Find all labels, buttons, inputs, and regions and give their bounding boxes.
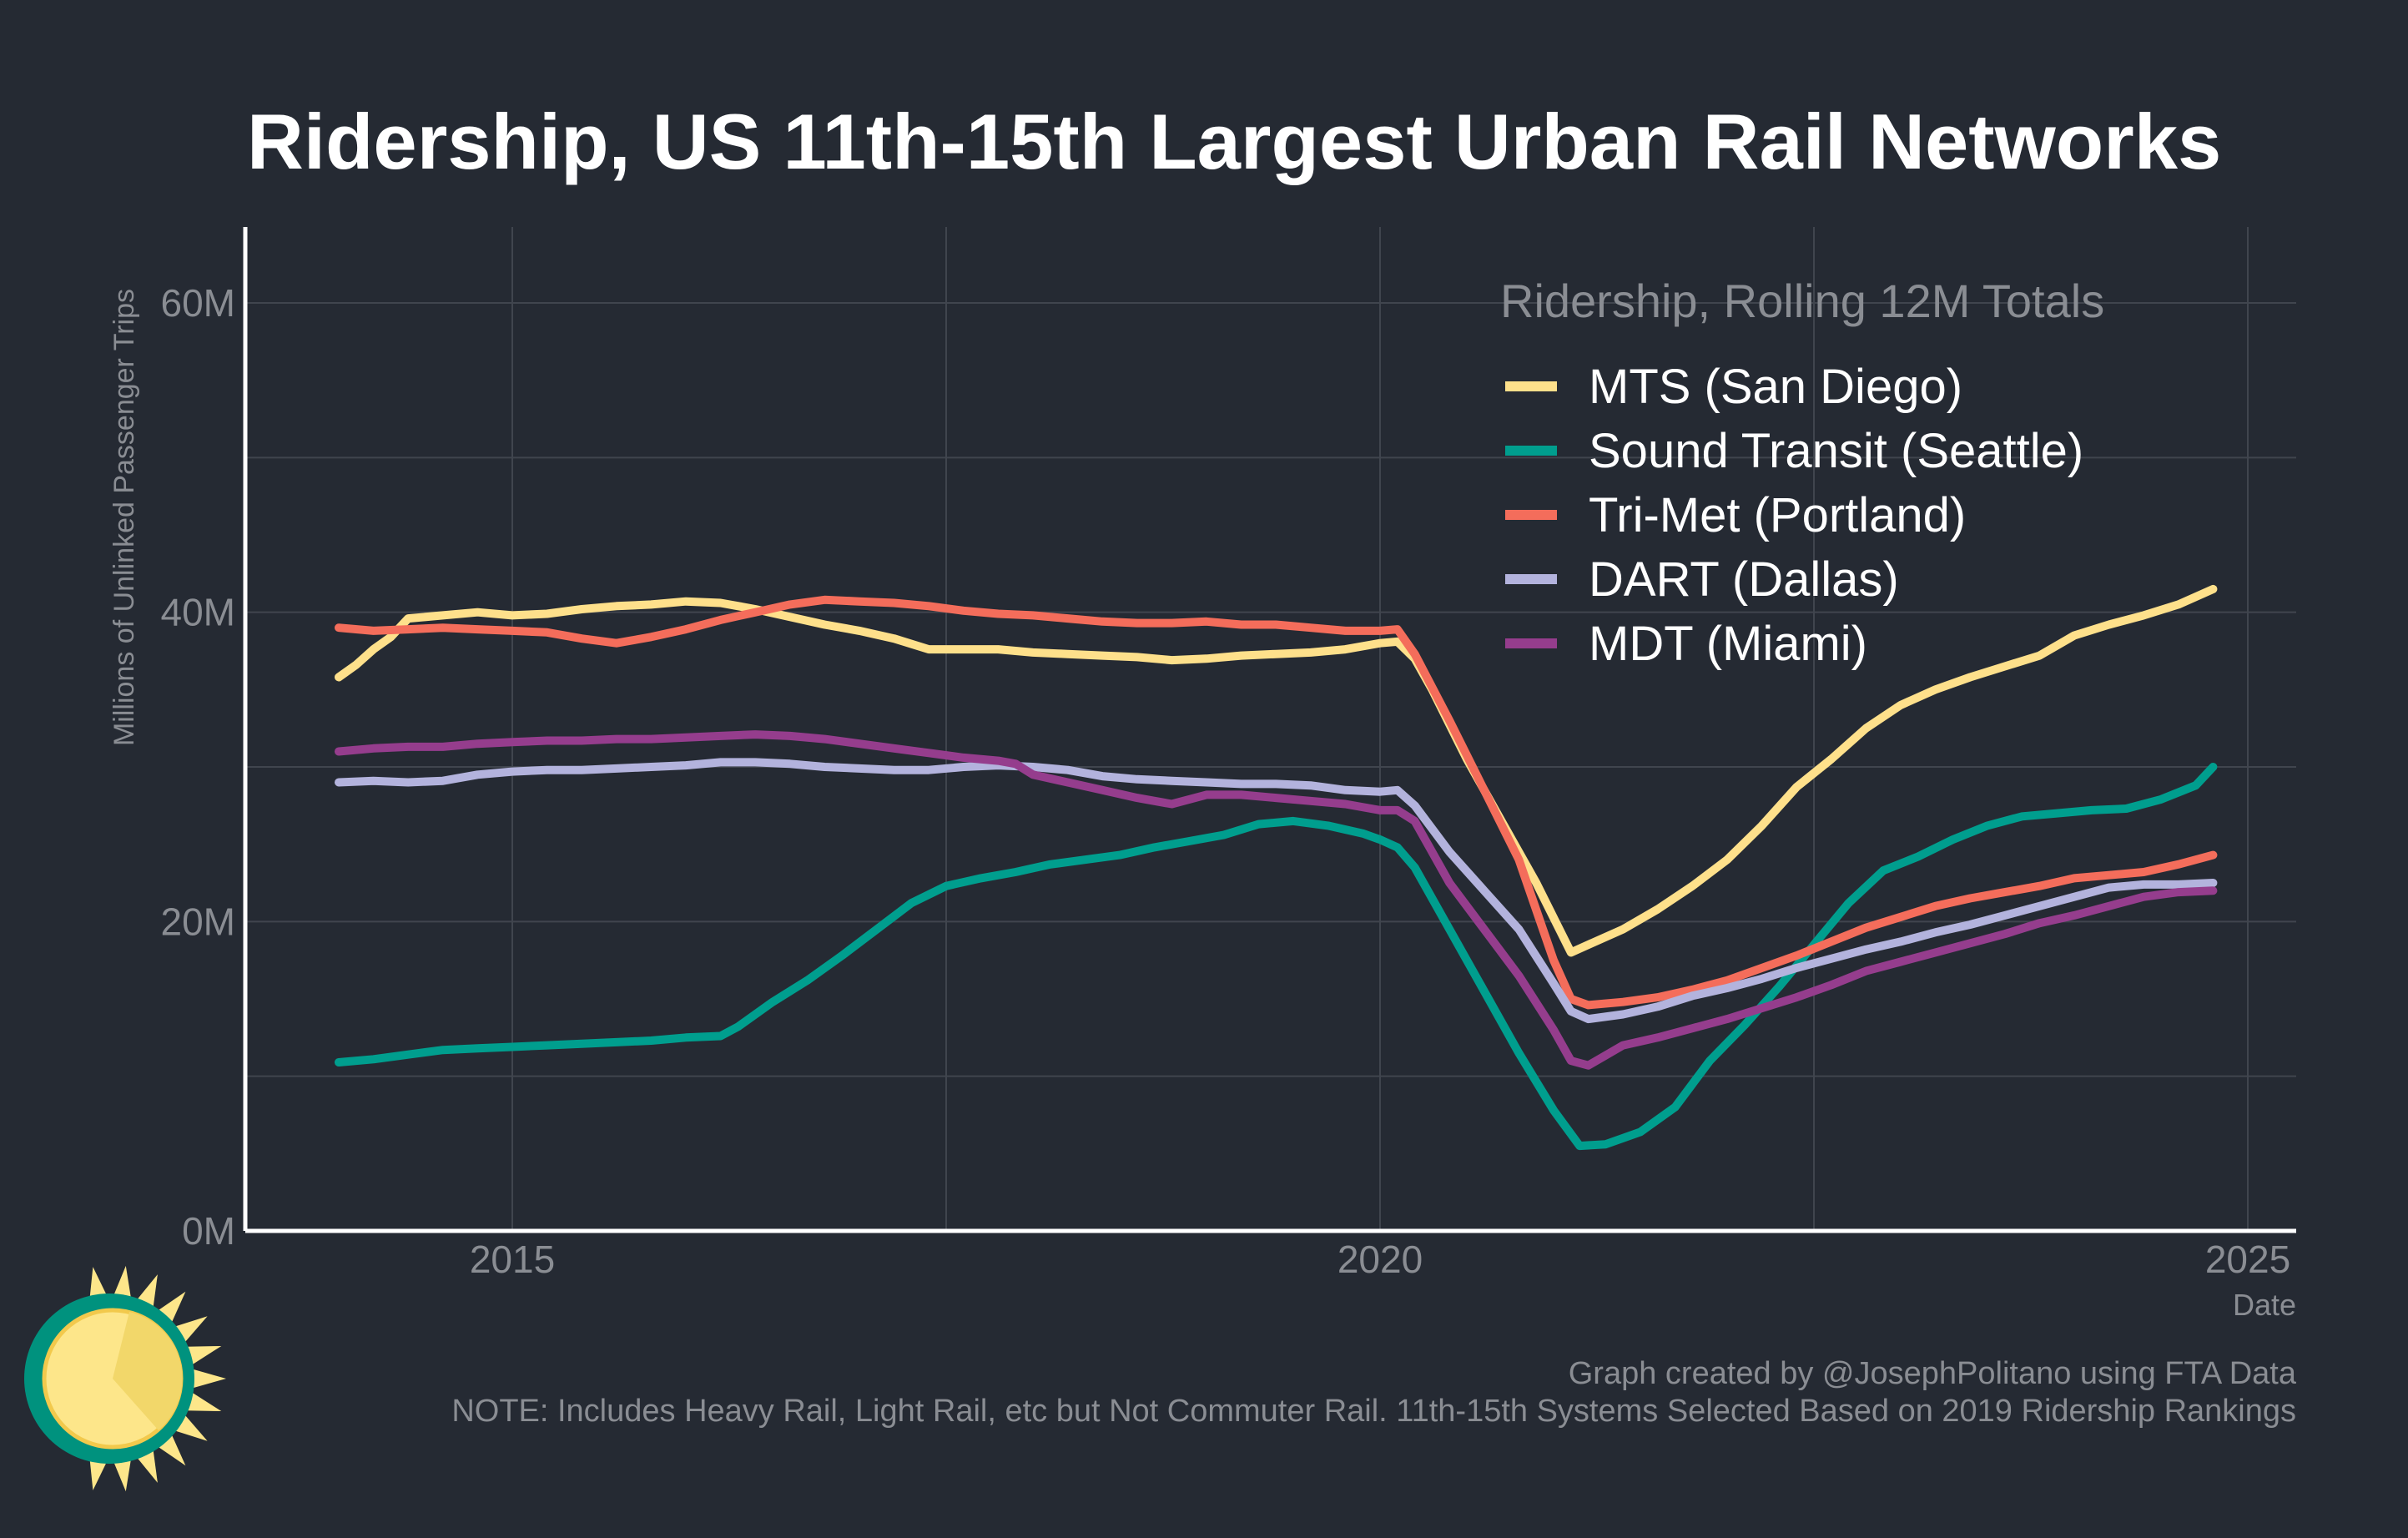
series-line-1 xyxy=(335,763,2218,1151)
grid-lines xyxy=(245,227,2296,1232)
legend-label: DART (Dallas) xyxy=(1589,552,1899,607)
sun-ray xyxy=(186,1346,222,1365)
tick-labels: 0M 20M 40M 60M 2015 2020 2025 xyxy=(161,281,2291,1281)
footer-credit: Graph created by @JosephPolitano using F… xyxy=(1569,1356,2297,1391)
x-tick-label: 2025 xyxy=(2205,1238,2290,1281)
sun-ray xyxy=(112,1265,132,1301)
y-tick-label: 40M xyxy=(161,591,235,634)
y-axis-label: Millions of Unlinked Passenger Trips xyxy=(108,289,140,746)
sun-ray xyxy=(112,1456,132,1492)
sun-ray xyxy=(186,1392,222,1411)
series-line-3 xyxy=(335,758,2218,1024)
series-line-2 xyxy=(335,595,2218,1010)
y-tick-label: 60M xyxy=(161,281,235,325)
x-axis-label: Date xyxy=(2233,1288,2296,1322)
sun-ray xyxy=(89,1455,108,1490)
legend-title: Ridership, Rolling 12M Totals xyxy=(1500,275,2104,327)
axes xyxy=(243,227,2296,1233)
x-tick-label: 2020 xyxy=(1337,1238,1423,1281)
footer-note: NOTE: Includes Heavy Rail, Light Rail, e… xyxy=(451,1394,2296,1429)
series-line-0 xyxy=(335,584,2218,957)
series-lines xyxy=(335,584,2218,1151)
legend-label: MDT (Miami) xyxy=(1589,617,1867,671)
sun-logo-icon xyxy=(24,1265,226,1492)
y-tick-label: 20M xyxy=(161,900,235,943)
y-tick-label: 0M xyxy=(182,1209,235,1253)
legend-label: Sound Transit (Seattle) xyxy=(1589,424,2083,478)
chart-title: Ridership, US 11th-15th Largest Urban Ra… xyxy=(247,98,2221,185)
series-line-4 xyxy=(335,730,2218,1070)
x-tick-label: 2015 xyxy=(470,1238,555,1281)
legend-label: MTS (San Diego) xyxy=(1589,360,1962,414)
sun-ray xyxy=(89,1267,108,1303)
legend-label: Tri-Met (Portland) xyxy=(1589,488,1966,542)
sun-clock-wedge xyxy=(113,1312,183,1430)
legend: Ridership, Rolling 12M Totals MTS (San D… xyxy=(1500,275,2104,671)
sun-ray xyxy=(192,1369,226,1389)
